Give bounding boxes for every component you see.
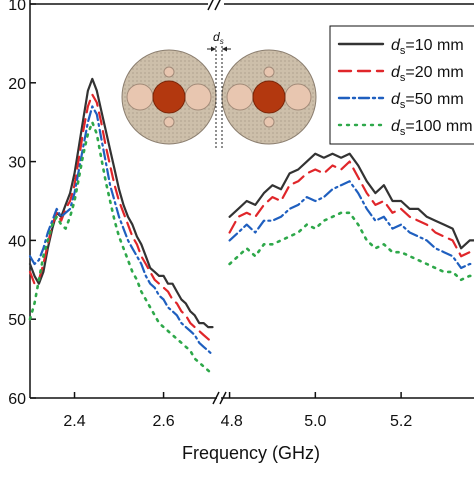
series-4-line-band1 (28, 120, 214, 376)
axis-break-bottom (212, 391, 227, 405)
x-tick-label: 5.0 (304, 413, 326, 430)
spacing-indicator: ds (207, 30, 231, 150)
series-3-line-band1 (28, 105, 214, 356)
legend-label-3: ds=50 mm (391, 91, 464, 111)
y-tick-label: 50 (8, 312, 26, 329)
legend-label-4: ds=100 mm (391, 118, 473, 138)
series-1-line-band2 (228, 152, 474, 250)
x-ticks: 2.4 2.6 4.8 5.0 5.2 (63, 392, 412, 430)
series-layer (28, 77, 474, 376)
series-4-line-band2 (228, 211, 474, 282)
axis-break-top (207, 0, 221, 11)
inset-cables: ds (121, 30, 317, 150)
legend-box (329, 25, 474, 145)
x-tick-label: 5.2 (390, 413, 412, 430)
y-tick-label: 10 (8, 0, 26, 14)
series-1-line-band1 (28, 77, 214, 329)
y-ticks: 10 20 30 40 50 60 (8, 0, 36, 408)
y-tick-label: 30 (8, 155, 26, 172)
series-3-line-band2 (228, 180, 474, 270)
x-tick-label: 4.8 (221, 413, 243, 430)
y-tick-label: 40 (8, 233, 26, 250)
x-tick-label: 2.4 (63, 413, 85, 430)
cable-cross-section-left (121, 49, 217, 145)
y-tick-label: 20 (8, 76, 26, 93)
legend: ds=10 mm ds=20 mm ds=50 mm ds=100 mm (329, 25, 474, 145)
x-axis-title: Frequency (GHz) (182, 443, 320, 463)
y-tick-label: 60 (8, 391, 26, 408)
x-tick-label: 2.6 (152, 413, 174, 430)
plot-frame (29, 0, 474, 405)
legend-label-1: ds=10 mm (391, 37, 464, 57)
spacing-label: ds (213, 30, 224, 46)
series-2-line-band2 (228, 160, 474, 258)
cable-cross-section-right (221, 49, 317, 145)
legend-label-2: ds=20 mm (391, 64, 464, 84)
series-2-line-band1 (28, 93, 214, 344)
